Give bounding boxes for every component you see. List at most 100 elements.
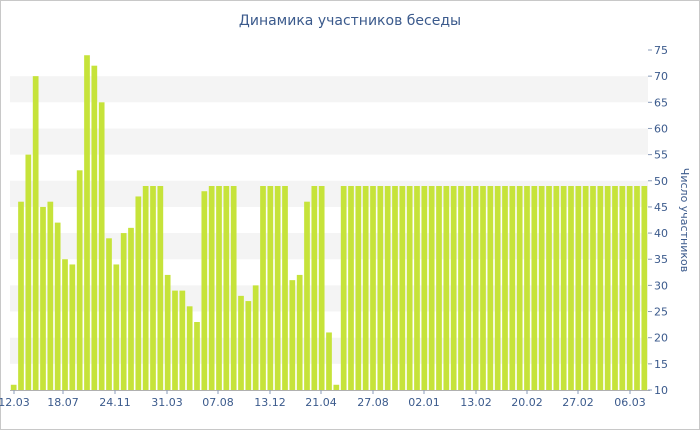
bar (10, 384, 17, 390)
bar (333, 384, 340, 390)
bar (465, 186, 472, 390)
y-tick-label: 70 (654, 70, 668, 83)
bar (282, 186, 288, 390)
bar (524, 186, 530, 390)
bar (260, 186, 266, 390)
bar (612, 186, 618, 390)
bar (304, 201, 310, 390)
chart-title: Динамика участников беседы (238, 13, 462, 29)
bar (487, 186, 494, 390)
bar (626, 186, 633, 390)
x-tick-label: 27.02 (562, 396, 594, 409)
x-tick-label: 21.04 (305, 396, 337, 409)
bar (223, 186, 230, 390)
x-tick-label: 12.03 (0, 396, 30, 409)
bar (296, 274, 303, 390)
bar (32, 76, 39, 391)
y-tick-label: 35 (654, 253, 668, 266)
x-tick-label: 27.08 (357, 396, 389, 409)
bar (40, 206, 46, 390)
bar (230, 186, 237, 390)
bar (311, 186, 318, 390)
bar (186, 306, 193, 390)
bar (267, 186, 274, 390)
y-tick-label: 60 (654, 122, 668, 135)
x-tick-label: 06.03 (614, 396, 646, 409)
bar (91, 65, 98, 390)
bar (106, 238, 112, 390)
bar (370, 186, 376, 390)
x-tick-label: 24.11 (99, 396, 131, 409)
y-tick-label: 30 (654, 279, 668, 292)
bar (179, 290, 186, 390)
y-tick-label: 45 (654, 201, 668, 214)
bar (98, 102, 105, 390)
bar (150, 186, 156, 390)
bar (208, 186, 215, 390)
y-tick-label: 55 (654, 149, 668, 162)
bar (392, 186, 398, 390)
grid-band (10, 285, 648, 312)
x-tick-label: 13.02 (460, 396, 492, 409)
bar (340, 186, 347, 390)
grid-band (10, 180, 648, 207)
x-tick-label: 07.08 (202, 396, 234, 409)
bar (120, 233, 127, 390)
bar (384, 186, 391, 390)
x-tick-label: 13.12 (254, 396, 286, 409)
bar (458, 186, 464, 390)
bar (54, 222, 61, 390)
bar (194, 322, 200, 390)
bar (582, 186, 589, 390)
bar (531, 186, 538, 390)
y-tick-label: 50 (654, 175, 668, 188)
bar (201, 191, 208, 390)
bar (326, 332, 332, 390)
grid-band (10, 233, 648, 260)
bar (216, 186, 222, 390)
bar (538, 186, 545, 390)
y-tick-label: 40 (654, 227, 668, 240)
grid-band (10, 76, 648, 103)
y-tick-label: 25 (654, 306, 668, 319)
bar (238, 295, 244, 390)
bar (575, 186, 582, 390)
y-tick-label: 10 (654, 384, 668, 397)
bar (348, 186, 354, 390)
grid-band (10, 128, 648, 155)
bar (362, 186, 369, 390)
bar (289, 280, 296, 390)
bar (450, 186, 457, 390)
bar (560, 186, 567, 390)
bar (443, 186, 450, 390)
bar (113, 264, 120, 390)
y-tick-label: 20 (654, 332, 668, 345)
bar (553, 186, 560, 390)
y-tick-label: 15 (654, 358, 668, 371)
y-tick-label: 75 (654, 44, 668, 57)
bar (377, 186, 384, 390)
x-tick-label: 31.03 (151, 396, 183, 409)
bar (428, 186, 435, 390)
bar (619, 186, 626, 390)
bar (414, 186, 420, 390)
bar (472, 186, 479, 390)
bar (597, 186, 604, 390)
bar (568, 186, 574, 390)
bar (76, 170, 83, 390)
bar (355, 186, 362, 390)
bar (590, 186, 596, 390)
bar (436, 186, 442, 390)
bar (509, 186, 516, 390)
bar (546, 186, 552, 390)
x-tick-label: 02.01 (408, 396, 440, 409)
bar (604, 186, 611, 390)
bar (252, 285, 259, 390)
bar (399, 186, 406, 390)
bar (25, 154, 32, 390)
bar (406, 186, 413, 390)
bar (516, 186, 523, 390)
x-tick-label: 18.07 (47, 396, 79, 409)
bar (69, 264, 76, 390)
